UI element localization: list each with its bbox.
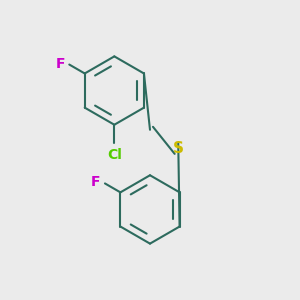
Text: Cl: Cl [107,148,122,162]
Text: F: F [55,57,65,71]
Text: F: F [91,175,100,189]
Text: S: S [173,141,184,156]
